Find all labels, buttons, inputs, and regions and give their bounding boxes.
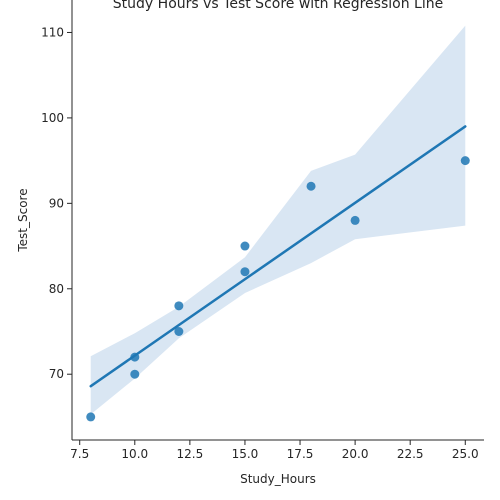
x-tick-label: 20.0 <box>342 447 369 461</box>
data-point <box>130 352 140 362</box>
data-point <box>86 412 96 422</box>
y-tick-label: 80 <box>49 282 64 296</box>
x-tick-label: 25.0 <box>452 447 479 461</box>
y-tick-label: 90 <box>49 196 64 210</box>
x-tick-label: 15.0 <box>232 447 259 461</box>
x-tick-label: 12.5 <box>177 447 204 461</box>
regression-line <box>89 125 467 388</box>
data-point <box>350 215 360 225</box>
data-point <box>306 181 316 191</box>
y-tick-label: 70 <box>49 367 64 381</box>
data-point <box>240 267 250 277</box>
y-tick-label: 110 <box>41 25 64 39</box>
data-point <box>240 241 250 251</box>
y-tick-label: 100 <box>41 111 64 125</box>
data-point <box>174 301 184 311</box>
confidence-band <box>90 25 466 415</box>
data-point <box>130 369 140 379</box>
x-tick-label: 10.0 <box>121 447 148 461</box>
x-tick-label: 22.5 <box>397 447 424 461</box>
chart-title: Study Hours vs Test Score with Regressio… <box>113 0 443 12</box>
x-axis-label: Study_Hours <box>240 472 316 486</box>
data-point <box>460 156 470 166</box>
y-axis-label: Test_Score <box>16 188 30 252</box>
x-tick-label: 7.5 <box>70 447 89 461</box>
data-point <box>174 326 184 336</box>
x-tick-label: 17.5 <box>287 447 314 461</box>
